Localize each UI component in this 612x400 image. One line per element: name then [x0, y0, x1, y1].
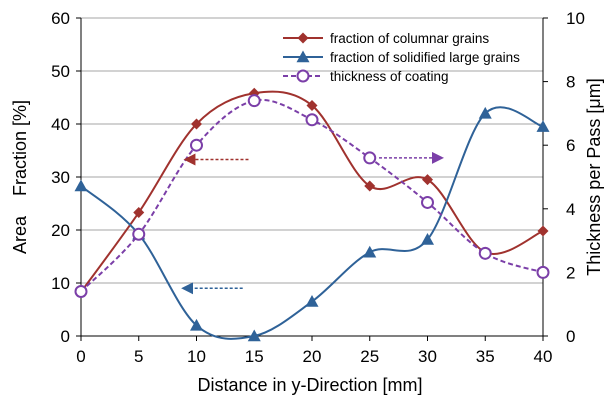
data-point-diamond — [306, 99, 318, 111]
data-point-diamond — [297, 32, 309, 44]
x-axis-title: Distance in y-Direction [mm] — [197, 375, 422, 395]
y-tick-label: 20 — [51, 221, 70, 240]
series-2 — [74, 106, 550, 342]
gridlines — [81, 17, 543, 284]
y2-tick-label: 0 — [566, 327, 575, 346]
data-point-circle — [363, 151, 377, 165]
x-tick-label: 10 — [187, 347, 206, 366]
data-point-circle — [305, 113, 319, 127]
y2-tick-label: 2 — [566, 263, 575, 282]
data-point-diamond — [422, 174, 433, 186]
x-tick-label: 25 — [360, 347, 379, 366]
x-tick-label: 15 — [245, 347, 264, 366]
x-tick-label: 5 — [134, 347, 143, 366]
data-point-triangle — [190, 318, 203, 331]
annotation-arrows — [181, 151, 445, 295]
data-point-circle — [536, 265, 550, 279]
data-point-circle — [421, 195, 434, 209]
data-point-diamond — [191, 118, 202, 130]
data-point-triangle — [305, 295, 319, 307]
y-tick-label: 40 — [51, 115, 70, 134]
data-point-triangle — [536, 120, 550, 132]
series-line — [80, 98, 544, 293]
legend-item-2: fraction of solidified large grains — [283, 50, 520, 65]
legend: fraction of columnar grains fraction of s… — [283, 31, 520, 84]
data-point-triangle — [247, 329, 261, 342]
y2-tick-label: 10 — [566, 9, 585, 28]
data-point-circle — [478, 246, 492, 260]
y-tick-label: 60 — [51, 9, 70, 28]
legend-label: thickness of coating — [330, 69, 449, 84]
legend-item-1: fraction of columnar grains — [283, 31, 489, 46]
legend-label: fraction of columnar grains — [330, 31, 489, 46]
y2-tick-label: 8 — [566, 73, 575, 92]
data-point-circle — [247, 94, 261, 108]
y-tick-label: 50 — [51, 62, 70, 81]
tick-labels: 0 5 10 15 20 25 30 35 40 0 10 20 30 40 50 60 0 2 4 6 8 10 — [51, 9, 585, 366]
y-tick-label: 30 — [51, 168, 70, 187]
x-tick-label: 0 — [76, 347, 85, 366]
data-point-circle — [74, 284, 88, 298]
data-point-triangle — [421, 233, 434, 245]
data-point-diamond — [364, 180, 376, 192]
x-tick-label: 30 — [418, 347, 437, 366]
x-tick-label: 35 — [476, 347, 495, 366]
data-point-circle — [132, 227, 146, 241]
y2-axis-title: Thickness per Pass [μm] — [584, 78, 604, 275]
y2-tick-label: 4 — [566, 200, 575, 219]
y-tick-label: 10 — [51, 274, 70, 293]
data-point-triangle — [74, 179, 88, 192]
y2-tick-label: 6 — [566, 136, 575, 155]
data-point-diamond — [133, 207, 145, 219]
data-point-circle — [190, 138, 203, 152]
data-point-triangle — [478, 106, 492, 119]
y-axis-title: Area Fraction [%] — [10, 100, 30, 254]
data-point-triangle — [296, 50, 310, 63]
legend-label: fraction of solidified large grains — [330, 50, 520, 65]
data-point-diamond — [537, 225, 549, 237]
x-tick-label: 20 — [303, 347, 322, 366]
data-point-circle — [296, 69, 310, 83]
y-tick-label: 0 — [61, 327, 70, 346]
series-layer — [74, 87, 550, 342]
data-point-triangle — [363, 245, 377, 258]
legend-item-3: thickness of coating — [283, 69, 449, 84]
series-3 — [74, 94, 550, 298]
x-tick-label: 40 — [534, 347, 553, 366]
axes — [76, 17, 548, 341]
